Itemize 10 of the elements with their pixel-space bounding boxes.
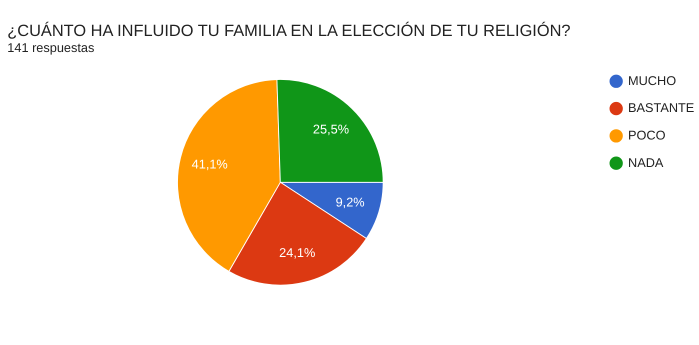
chart-title: ¿CUÁNTO HA INFLUIDO TU FAMILIA EN LA ELECCIÓN DE TU RELIGIÓN? <box>7 20 571 40</box>
data-label: 9,2% <box>336 194 365 210</box>
legend-label: NADA <box>628 154 664 170</box>
data-label: 41,1% <box>192 156 228 172</box>
text: 141 respuestas <box>7 40 94 56</box>
data-label: 25,5% <box>312 122 350 137</box>
legend-label: MUCHO <box>628 72 676 88</box>
legend-label: BASTANTE <box>628 100 694 116</box>
legend-label: POCO <box>628 128 666 143</box>
data-label: 24,1% <box>279 244 316 260</box>
